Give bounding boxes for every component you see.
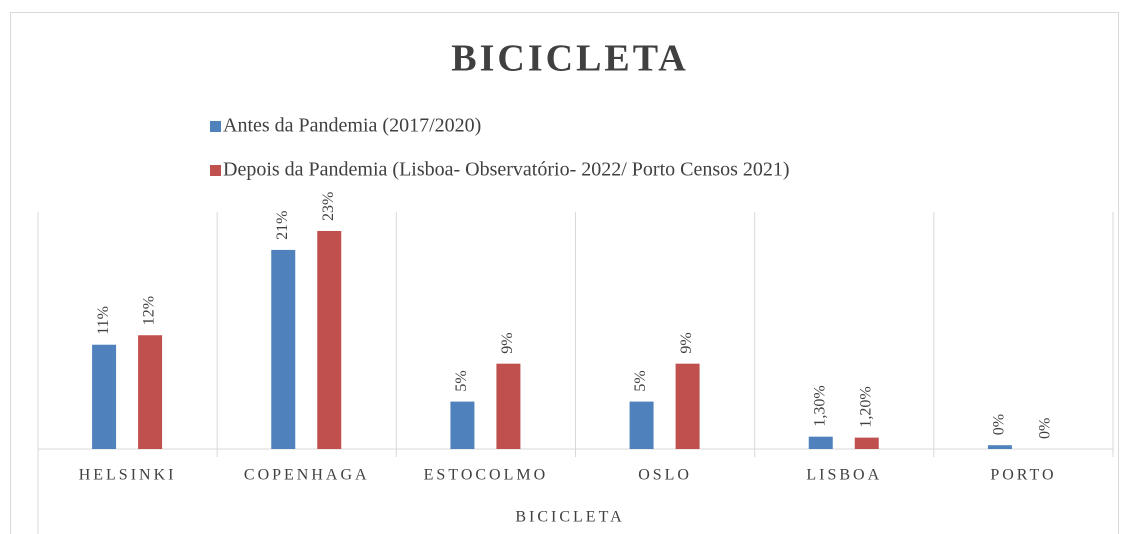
chart-title: BICICLETA [451, 38, 688, 80]
bar [629, 401, 654, 449]
x-tick-label: LISBOA [806, 467, 882, 484]
x-tick-label: ESTOCOLMO [424, 467, 549, 484]
chart-frame [10, 12, 1119, 534]
x-tick-label: COPENHAGA [244, 467, 370, 484]
bar [675, 363, 700, 449]
legend-swatch [210, 121, 221, 132]
bar [808, 436, 833, 449]
value-label: 9% [499, 332, 516, 353]
value-label: 12% [141, 296, 158, 325]
bar [138, 335, 163, 449]
bar [450, 401, 475, 449]
x-tick-label: OSLO [638, 467, 692, 484]
value-label: 23% [320, 192, 337, 221]
value-label: 21% [274, 211, 291, 240]
bar [854, 437, 879, 449]
value-label: 11% [95, 306, 112, 335]
value-label: 1,30% [811, 385, 828, 426]
value-label: 0% [1037, 418, 1054, 439]
bar [317, 230, 342, 449]
x-tick-label: PORTO [990, 467, 1056, 484]
legend-label: Antes da Pandemia (2017/2020) [223, 115, 481, 137]
legend-label: Depois da Pandemia (Lisboa- Observatório… [223, 159, 790, 181]
x-axis-label: BICICLETA [515, 509, 624, 526]
legend-swatch [210, 165, 221, 176]
value-label: 9% [678, 332, 695, 353]
bar [271, 249, 296, 449]
value-label: 5% [453, 370, 470, 391]
value-label: 5% [632, 370, 649, 391]
value-label: 1,20% [857, 386, 874, 427]
bar [92, 344, 117, 449]
value-label: 0% [991, 414, 1008, 435]
bar [987, 445, 1012, 449]
x-tick-label: HELSINKI [79, 467, 177, 484]
bar [496, 363, 521, 449]
